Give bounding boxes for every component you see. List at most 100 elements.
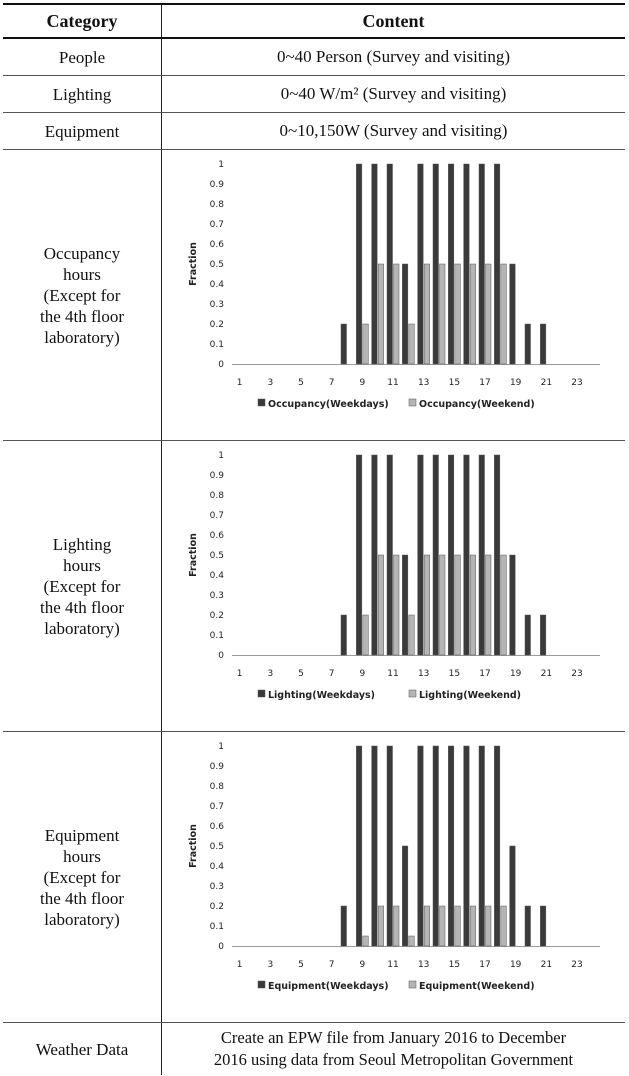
bar: [402, 554, 409, 656]
bar: [386, 454, 393, 656]
bar: [524, 323, 531, 365]
category-line: Occupancy: [43, 243, 121, 263]
bar: [478, 163, 485, 365]
bar: [408, 935, 415, 947]
x-tick-label: 5: [298, 378, 304, 388]
bar: [393, 554, 400, 656]
bar: [485, 554, 492, 656]
y-tick-label: 0.7: [210, 511, 224, 521]
bar: [485, 905, 492, 947]
x-tick-label: 1: [237, 669, 243, 679]
y-axis-label: Fraction: [188, 533, 199, 577]
y-tick-label: 0.5: [210, 842, 224, 852]
bar: [448, 745, 455, 947]
bar: [432, 163, 439, 365]
weather-content: Create an EPW file from January 2016 to …: [162, 1023, 626, 1076]
y-tick-label: 0.2: [210, 611, 224, 621]
y-tick-label: 0.1: [210, 340, 224, 350]
bar: [469, 554, 476, 656]
legend-swatch: [257, 980, 266, 989]
bar: [402, 845, 409, 947]
x-tick-label: 7: [329, 669, 335, 679]
category-line: Equipment: [44, 825, 120, 845]
bar: [377, 554, 384, 656]
x-tick-label: 17: [479, 669, 490, 679]
x-tick-label: 19: [510, 378, 522, 388]
category-line: hours: [63, 846, 101, 866]
x-tick-label: 19: [510, 669, 522, 679]
x-tick-label: 3: [267, 960, 273, 970]
x-tick-label: 19: [510, 960, 522, 970]
legend-label: Occupancy(Weekend): [419, 399, 535, 410]
category-line: the 4th floor: [39, 306, 125, 326]
x-tick-label: 3: [267, 669, 273, 679]
row-category: Lighting: [3, 75, 162, 113]
weather-category: Weather Data: [3, 1022, 162, 1075]
bar: [371, 745, 378, 947]
bar: [448, 454, 455, 656]
row-content: 0~10,150W (Survey and visiting): [161, 112, 625, 150]
y-tick-label: 0.6: [210, 531, 225, 541]
y-tick-label: 0.3: [210, 300, 224, 310]
bar: [408, 614, 415, 656]
bar: [377, 905, 384, 947]
bar: [540, 323, 547, 365]
lighting-category: Lighting hours (Except for the 4th floor…: [3, 440, 162, 732]
bar: [386, 745, 393, 947]
weather-line: Create an EPW file from January 2016 to …: [220, 1028, 567, 1047]
y-tick-label: 0: [218, 942, 224, 952]
row-category: People: [3, 38, 162, 76]
y-tick-label: 0.8: [210, 782, 225, 792]
bar: [494, 745, 501, 947]
y-tick-label: 0.7: [210, 220, 224, 230]
bar: [454, 905, 461, 947]
table-row: People 0~40 Person (Survey and visiting): [3, 38, 625, 76]
y-tick-label: 0.2: [210, 320, 224, 330]
weather-line: 2016 using data from Seoul Metropolitan …: [213, 1050, 574, 1069]
bar: [500, 263, 507, 365]
y-tick-label: 1: [218, 451, 224, 461]
legend-label: Lighting(Weekdays): [268, 690, 375, 701]
bar: [362, 323, 369, 365]
bar: [432, 745, 439, 947]
bar: [494, 163, 501, 365]
y-tick-label: 0.6: [210, 822, 225, 832]
bar: [393, 905, 400, 947]
y-tick-label: 0.5: [210, 260, 224, 270]
category-line: (Except for: [43, 285, 121, 305]
bar: [463, 454, 470, 656]
legend-label: Lighting(Weekend): [419, 690, 521, 701]
bar: [524, 905, 531, 947]
bar: [540, 905, 547, 947]
x-tick-label: 21: [541, 378, 552, 388]
x-tick-label: 13: [418, 378, 429, 388]
category-line: the 4th floor: [39, 888, 125, 908]
bar: [362, 935, 369, 947]
y-tick-label: 0.4: [210, 571, 225, 581]
occupancy-category: Occupancy hours (Except for the 4th floo…: [3, 149, 162, 441]
x-tick-label: 21: [541, 960, 552, 970]
bar: [439, 554, 446, 656]
y-tick-label: 0.8: [210, 200, 225, 210]
bar: [356, 745, 363, 947]
lighting-row: Lighting hours (Except for the 4th floor…: [3, 440, 625, 732]
category-line: laboratory): [44, 909, 120, 929]
y-tick-label: 0: [218, 360, 224, 370]
category-line: laboratory): [44, 618, 120, 638]
x-tick-label: 9: [359, 960, 365, 970]
x-tick-label: 15: [449, 378, 460, 388]
x-tick-label: 11: [387, 960, 398, 970]
row-content: 0~40 W/m² (Survey and visiting): [161, 75, 625, 113]
x-tick-label: 9: [359, 669, 365, 679]
bar: [423, 905, 430, 947]
bar: [340, 323, 347, 365]
occupancy-chart-cell: 0 0.1 0.2 0.3 0.4 0.5 0.6 0.7 0.8 0.9 1 Fraction 1 3 5…: [161, 149, 625, 441]
x-tick-label: 11: [387, 669, 398, 679]
bar: [494, 454, 501, 656]
x-tick-label: 5: [298, 669, 304, 679]
bar: [439, 263, 446, 365]
y-tick-label: 1: [218, 742, 224, 752]
bar: [340, 905, 347, 947]
